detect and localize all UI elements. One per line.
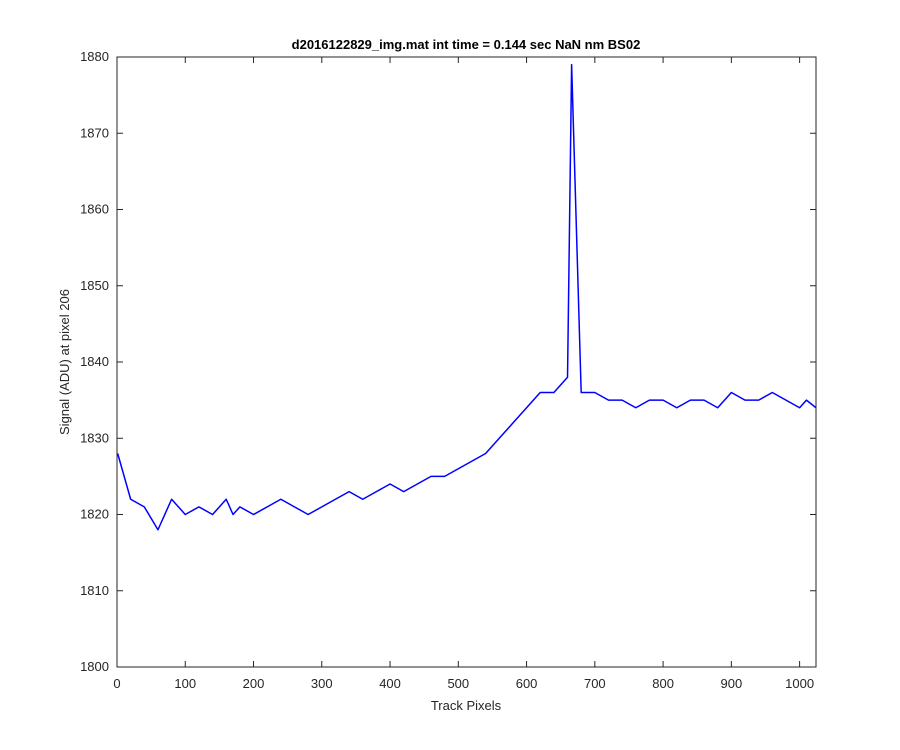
y-axis-label: Signal (ADU) at pixel 206 <box>57 289 72 435</box>
x-tick-label: 100 <box>174 676 196 691</box>
y-tick-label: 1830 <box>80 430 109 445</box>
y-tick-label: 1880 <box>80 49 109 64</box>
series-line-0 <box>116 63 817 531</box>
x-ticks: 0 100 200 300 400 500 600 700 800 900 1000 <box>113 57 814 691</box>
x-tick-label: 700 <box>584 676 606 691</box>
x-tick-label: 900 <box>721 676 743 691</box>
x-tick-label: 400 <box>379 676 401 691</box>
y-tick-label: 1800 <box>80 659 109 674</box>
x-tick-label: 800 <box>652 676 674 691</box>
y-tick-label: 1810 <box>80 583 109 598</box>
y-tick-label: 1840 <box>80 354 109 369</box>
x-tick-label: 500 <box>447 676 469 691</box>
x-axis-label: Track Pixels <box>431 698 502 713</box>
x-tick-label: 200 <box>243 676 265 691</box>
x-tick-label: 0 <box>113 676 120 691</box>
x-tick-label: 300 <box>311 676 333 691</box>
y-tick-label: 1820 <box>80 507 109 522</box>
series-layer <box>116 63 817 531</box>
y-ticks: 1800 1810 1820 1830 1840 1850 1860 1870 1880 <box>80 49 816 674</box>
chart-title: d2016122829_img.mat int time = 0.144 sec… <box>292 37 641 52</box>
y-tick-label: 1870 <box>80 125 109 140</box>
x-tick-label: 1000 <box>785 676 814 691</box>
plot-background <box>117 57 816 667</box>
y-tick-label: 1850 <box>80 278 109 293</box>
x-tick-label: 600 <box>516 676 538 691</box>
y-tick-label: 1860 <box>80 202 109 217</box>
